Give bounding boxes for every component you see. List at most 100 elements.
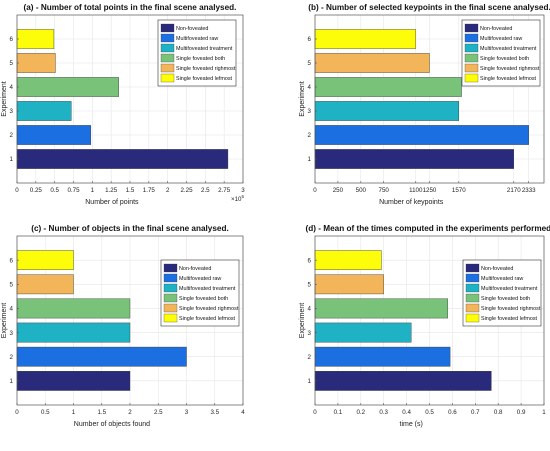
y-tick-label: 4: [308, 84, 312, 91]
x-tick-label: 0: [15, 187, 19, 194]
y-tick-label: 3: [10, 330, 14, 337]
x-tick-label: 1250: [423, 187, 437, 194]
legend-swatch: [160, 63, 175, 73]
y-tick-label: 6: [308, 36, 312, 43]
bar-experiment-4: [314, 77, 462, 97]
x-axis-label: Number of points: [85, 199, 139, 206]
y-axis-label: Experiment: [1, 81, 8, 116]
legend-entry: Single foveated righmost: [176, 66, 236, 72]
legend-swatch: [464, 33, 479, 43]
y-tick-label: 6: [10, 36, 14, 43]
legend-entry: Single foveated righmost: [179, 306, 239, 312]
legend-swatch: [160, 73, 175, 83]
legend-entry: Multifoveated raw: [481, 276, 523, 282]
bar-experiment-5: [314, 53, 430, 73]
bar-experiment-2: [314, 125, 529, 145]
x-tick-label: 2.5: [201, 187, 210, 194]
y-tick-label: 4: [308, 306, 312, 313]
x-tick-label: 1.5: [126, 187, 135, 194]
y-tick-label: 1: [308, 156, 312, 163]
legend-entry: Multifoveated treatment: [481, 286, 538, 292]
bar-experiment-4: [16, 298, 131, 319]
legend-swatch: [464, 53, 479, 63]
x-tick-label: 3.5: [210, 409, 219, 416]
legend-entry: Single foveated both: [480, 56, 529, 62]
legend-entry: Multifoveated raw: [480, 36, 522, 42]
x-tick-label: 2.75: [218, 187, 231, 194]
x-tick-label: 250: [333, 187, 344, 194]
legend-entry: Multifoveated raw: [179, 276, 221, 282]
chart-title: (c) - Number of objects in the final sce…: [31, 224, 228, 233]
x-tick-label: 0.2: [356, 409, 365, 416]
y-tick-label: 4: [10, 306, 14, 313]
x-tick-label: 0.8: [494, 409, 503, 416]
legend-swatch: [163, 273, 178, 283]
legend-entry: Non-foveated: [480, 26, 512, 32]
legend-entry: Non-foveated: [179, 266, 211, 272]
legend-swatch: [465, 303, 480, 313]
bar-experiment-3: [314, 101, 460, 121]
legend-swatch: [464, 23, 479, 33]
y-tick-label: 5: [10, 60, 14, 67]
x-tick-label: 1.75: [143, 187, 156, 194]
legend-swatch: [465, 263, 480, 273]
legend-entry: Single foveated lefmost: [480, 76, 537, 82]
y-tick-label: 1: [10, 378, 14, 385]
legend-swatch: [465, 293, 480, 303]
bar-experiment-6: [314, 250, 382, 271]
y-tick-label: 5: [308, 281, 312, 288]
x-tick-label: 1: [91, 187, 95, 194]
y-tick-label: 1: [308, 378, 312, 385]
x-tick-label: 2170: [507, 187, 521, 194]
legend-swatch: [163, 313, 178, 323]
bar-experiment-1: [16, 371, 131, 391]
x-exponent-power: 5: [242, 194, 245, 199]
chart-title: (b) - Number of selected keypoints in th…: [308, 3, 550, 12]
bar-experiment-1: [314, 149, 514, 169]
legend-entry: Single foveated righmost: [480, 66, 540, 72]
x-tick-label: 2.5: [154, 409, 163, 416]
bar-experiment-1: [16, 149, 229, 169]
x-tick-label: 0: [15, 409, 19, 416]
y-tick-label: 2: [10, 354, 14, 361]
bar-experiment-1: [314, 371, 492, 391]
bar-experiment-5: [16, 274, 74, 295]
x-tick-label: 0.6: [448, 409, 457, 416]
bar-experiment-3: [16, 101, 72, 121]
chart-title: (a) - Number of total points in the fina…: [24, 3, 237, 12]
legend-entry: Multifoveated treatment: [179, 286, 236, 292]
x-tick-label: 0.9: [517, 409, 526, 416]
x-axis-label: Number of keypoints: [379, 199, 444, 206]
legend-swatch: [465, 273, 480, 283]
y-tick-label: 6: [10, 257, 14, 264]
legend-swatch: [464, 63, 479, 73]
y-tick-label: 5: [308, 60, 312, 67]
chart-panel-d: 0 0.1 0.2 0.3 0.4 0.5 0.6 0.7 0.8 0.9 1 1 2 3 4 5 6 time …: [299, 224, 550, 428]
y-axis-label: Experiment: [299, 303, 306, 338]
legend-swatch: [163, 303, 178, 313]
legend-swatch: [160, 23, 175, 33]
bar-experiment-4: [314, 298, 449, 319]
legend-swatch: [160, 33, 175, 43]
x-tick-label: 2: [128, 409, 132, 416]
x-tick-label: 2333: [522, 187, 536, 194]
x-tick-label: 0.75: [67, 187, 80, 194]
legend-swatch: [163, 293, 178, 303]
legend-entry: Single foveated both: [481, 296, 530, 302]
x-tick-label: 0.5: [50, 187, 59, 194]
y-tick-label: 3: [308, 108, 312, 115]
legend-swatch: [160, 43, 175, 53]
bar-experiment-6: [16, 250, 74, 271]
y-tick-label: 6: [308, 257, 312, 264]
legend: Non-foveated Multifoveated raw Multifoveat…: [157, 19, 237, 87]
legend: Non-foveated Multifoveated raw Multifoveat…: [462, 259, 542, 327]
x-tick-label: 0.7: [471, 409, 480, 416]
bar-experiment-5: [314, 274, 384, 295]
bar-experiment-6: [16, 29, 55, 49]
x-tick-label: 0.1: [334, 409, 343, 416]
y-tick-label: 4: [10, 84, 14, 91]
x-tick-label: 0: [313, 187, 317, 194]
legend-entry: Single foveated righmost: [481, 306, 541, 312]
x-tick-label: 1100: [409, 187, 423, 194]
